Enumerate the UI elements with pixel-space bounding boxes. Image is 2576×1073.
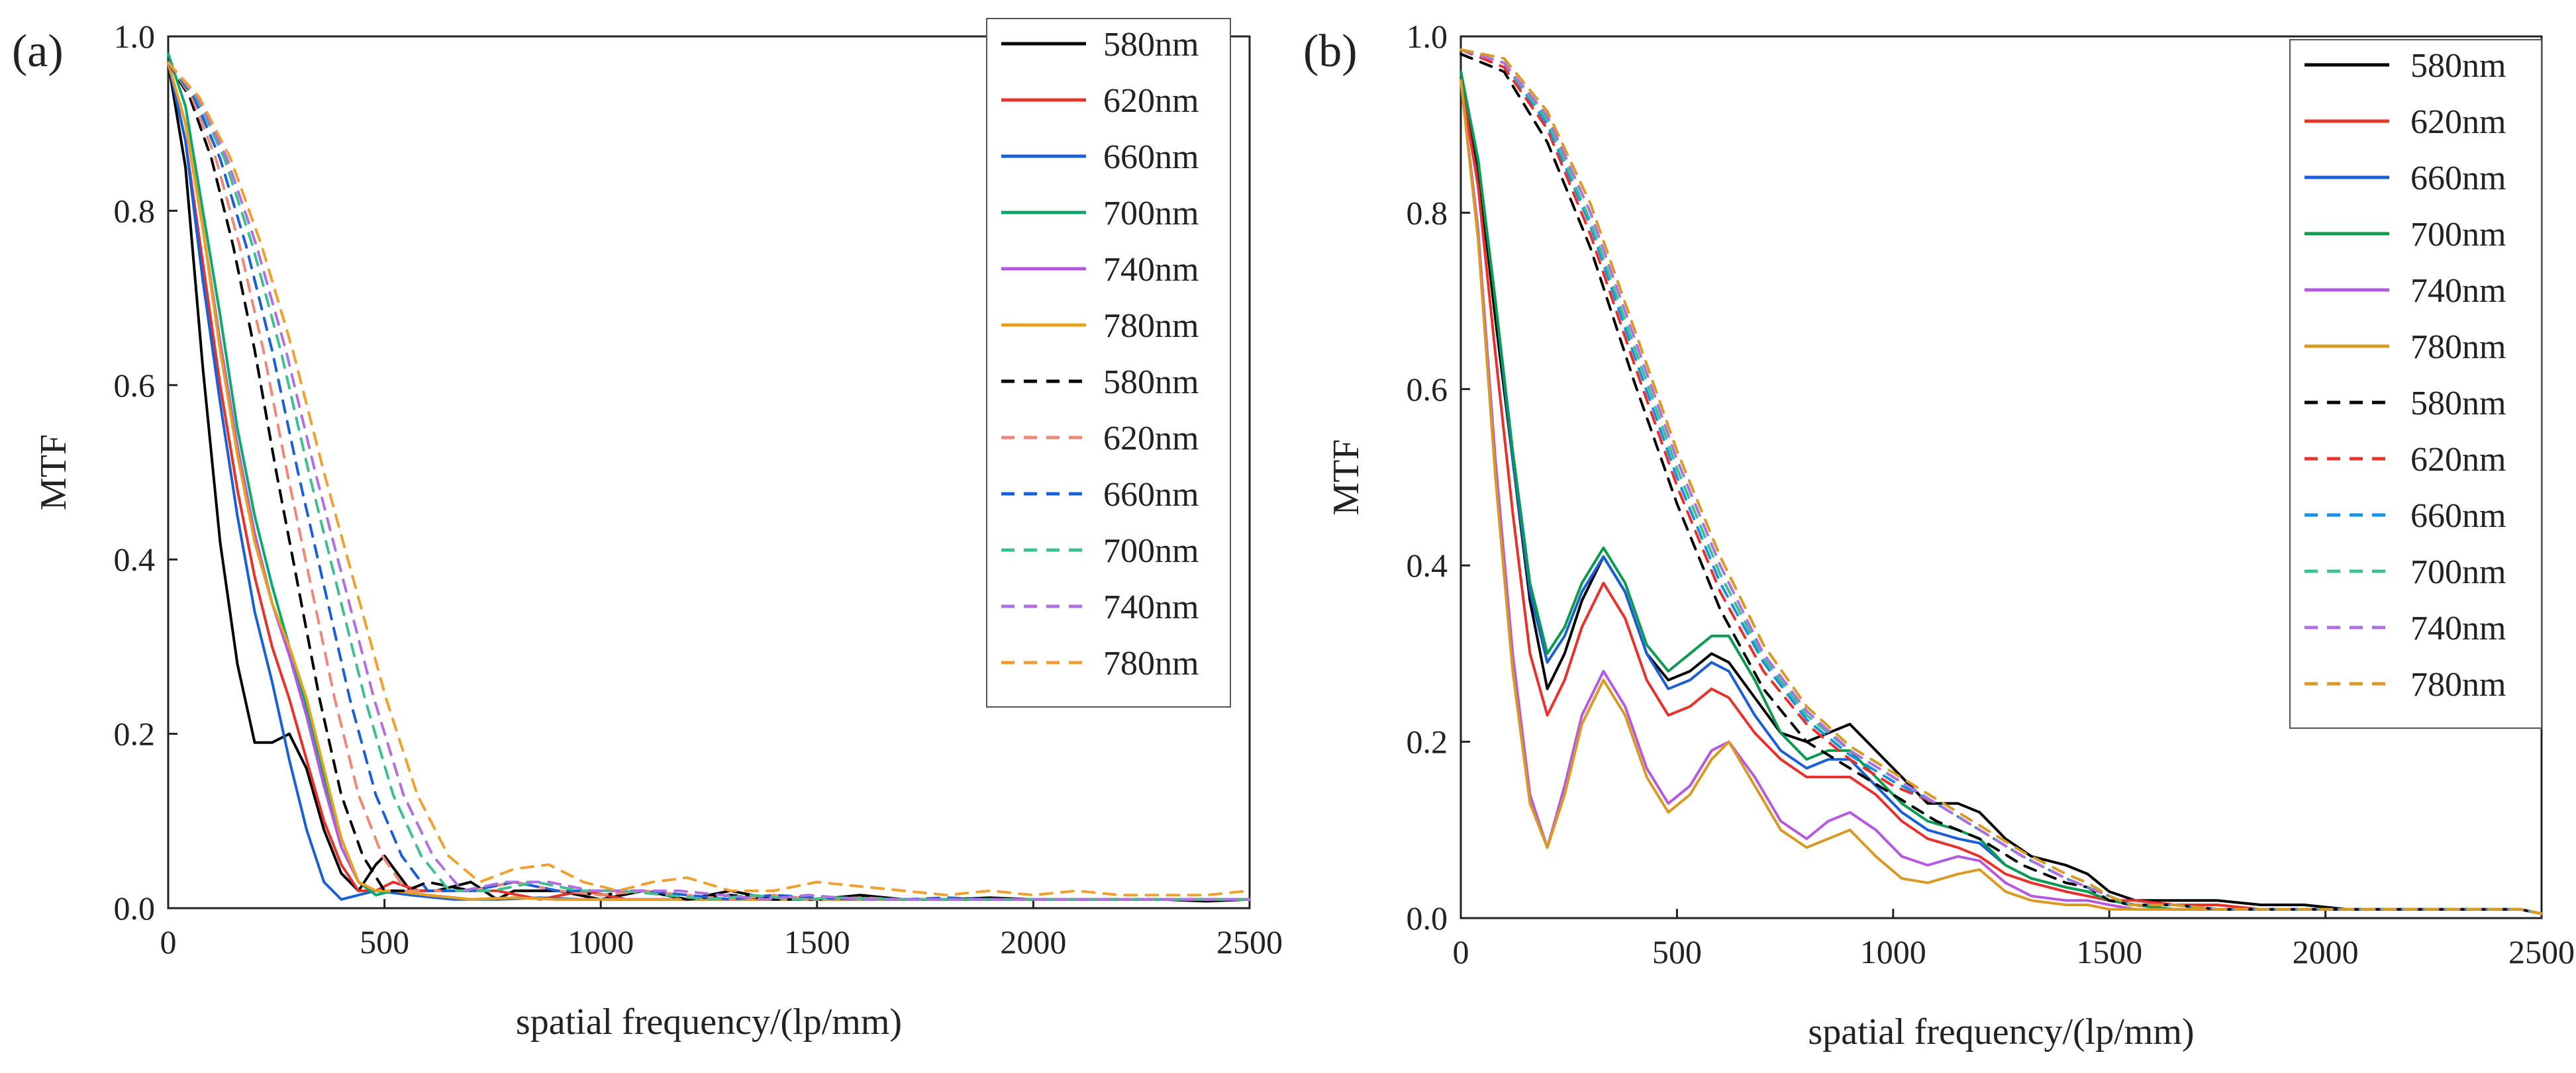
series-line-580nm-solid	[1460, 70, 2543, 915]
panel-a: (a) 0 500 1000 1500 2000 2500 0.0 0.2 0.4 0.6 0.8 1.…	[12, 18, 1283, 1043]
legend-label: 780nm	[2410, 328, 2506, 366]
legend-label: 580nm	[1103, 363, 1199, 401]
legend-label: 780nm	[1103, 307, 1199, 345]
y-tick-label: 0.4	[114, 541, 156, 578]
x-axis-title: spatial frequency/(lp/mm)	[516, 1002, 902, 1043]
y-tick-label: 0.0	[114, 890, 156, 927]
legend-label: 780nm	[2410, 666, 2506, 704]
legend-label: 620nm	[1103, 420, 1199, 457]
x-tick-label: 2500	[2508, 933, 2575, 970]
legend-label: 740nm	[2410, 272, 2506, 310]
legend-label: 780nm	[1103, 645, 1199, 682]
series-line-780nm-dashed	[1460, 48, 2543, 915]
legend-label: 660nm	[2410, 160, 2506, 197]
legend-label: 700nm	[1103, 532, 1199, 570]
legend-label: 740nm	[1103, 251, 1199, 289]
x-tick-label: 500	[360, 923, 409, 960]
panel-label: (b)	[1303, 26, 1358, 77]
series-line-620nm-dashed	[167, 61, 1251, 901]
legend-label: 620nm	[2410, 441, 2506, 479]
legend-label: 660nm	[1103, 476, 1199, 514]
x-tick-label: 0	[160, 923, 177, 960]
legend-label: 740nm	[1103, 588, 1199, 626]
x-tick-label: 1500	[2076, 933, 2142, 970]
y-axis-title: MTF	[33, 434, 74, 510]
x-tick-label: 1000	[568, 923, 634, 960]
series-line-780nm-dashed	[167, 61, 1251, 897]
legend-box	[986, 18, 1231, 708]
legend-label: 740nm	[2410, 610, 2506, 647]
panel-b: (b) 0 500 1000 1500 2000 2500 0.0 0.2 0.4 0.6 0.8 1.…	[1303, 18, 2575, 1052]
legend-label: 660nm	[1103, 138, 1199, 176]
x-tick-label: 0	[1453, 933, 1469, 970]
panel-label: (a)	[12, 26, 64, 77]
y-tick-label: 0.0	[1407, 900, 1448, 937]
x-axis-title: spatial frequency/(lp/mm)	[1808, 1011, 2194, 1052]
series-line-740nm-dashed	[167, 61, 1251, 901]
legend-label: 700nm	[2410, 216, 2506, 254]
legend-label: 580nm	[2410, 385, 2506, 422]
legend-label: 580nm	[2410, 47, 2506, 85]
x-tick-label: 1000	[1860, 933, 1926, 970]
plot-frame	[167, 35, 1251, 910]
legend-label: 580nm	[1103, 26, 1199, 64]
legend-label: 660nm	[2410, 497, 2506, 535]
y-tick-label: 0.2	[1407, 723, 1448, 761]
legend-label: 700nm	[1103, 195, 1199, 232]
y-tick-label: 0.8	[1407, 194, 1448, 231]
x-tick-label: 2500	[1216, 923, 1283, 960]
y-axis-title: MTF	[1326, 439, 1367, 515]
y-tick-label: 0.6	[114, 367, 156, 404]
x-tick-label: 2000	[1000, 923, 1066, 960]
legend-box	[2289, 39, 2542, 729]
legend-label: 700nm	[2410, 553, 2506, 591]
legend-label: 620nm	[2410, 103, 2506, 141]
y-tick-label: 1.0	[1407, 18, 1448, 55]
x-tick-label: 2000	[2293, 933, 2359, 970]
series-line-700nm-dashed	[167, 61, 1251, 901]
series-line-580nm-solid	[167, 61, 1251, 903]
legend-label: 620nm	[1103, 82, 1199, 120]
x-tick-label: 1500	[784, 923, 850, 960]
y-tick-label: 0.2	[114, 716, 156, 753]
x-tick-label: 500	[1652, 933, 1702, 970]
y-tick-label: 0.4	[1407, 547, 1448, 584]
y-tick-label: 0.8	[114, 192, 156, 229]
y-tick-label: 0.6	[1407, 371, 1448, 408]
y-tick-label: 1.0	[114, 18, 156, 55]
